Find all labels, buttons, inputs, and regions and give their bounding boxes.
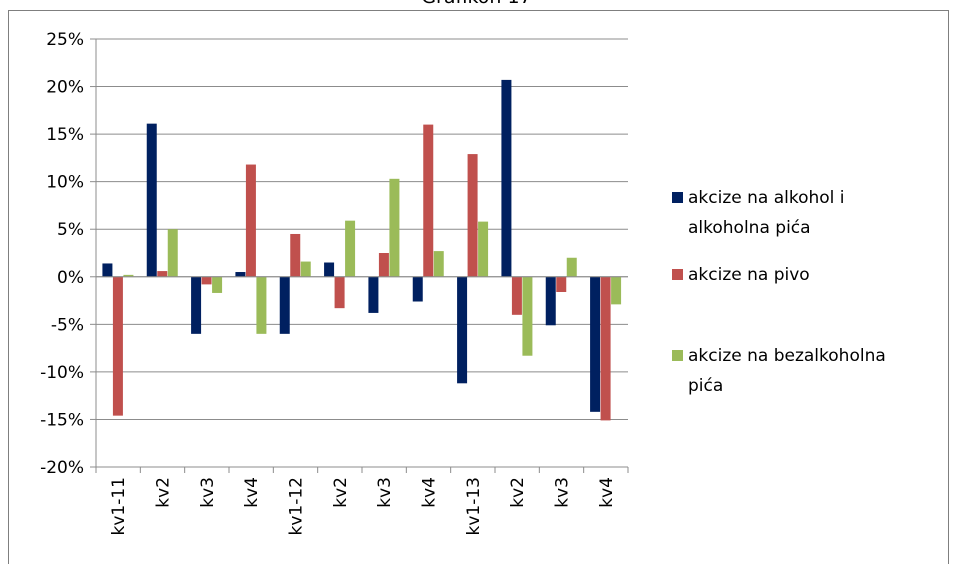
bar — [423, 124, 434, 277]
bar — [191, 276, 202, 334]
bar — [590, 276, 601, 412]
bar — [157, 271, 168, 277]
bar — [378, 253, 389, 277]
bar — [368, 276, 379, 313]
x-tick-label: kv2 — [331, 477, 351, 508]
x-tick-label: kv4 — [242, 477, 262, 508]
bar — [279, 276, 290, 334]
bar — [501, 79, 512, 277]
bar — [556, 276, 567, 292]
legend-item: akcize na pivo — [672, 265, 810, 285]
legend: akcize na alkohol i alkoholna pića akcize … — [672, 188, 886, 396]
chart-title: Grafikon 17 — [0, 0, 953, 8]
bar — [511, 276, 522, 315]
bar — [545, 276, 556, 326]
bar — [245, 164, 256, 277]
bar — [290, 233, 301, 277]
legend-label: akcize na pivo — [688, 265, 810, 285]
bar — [235, 272, 246, 277]
bar — [112, 276, 123, 416]
legend-swatch — [672, 350, 683, 361]
y-tick-label: -10% — [40, 363, 84, 383]
bar — [467, 154, 478, 277]
legend-swatch — [672, 192, 683, 203]
legend-item: akcize na alkohol i alkoholna pića — [672, 188, 845, 238]
bar — [324, 262, 335, 277]
y-tick-label: 25% — [46, 30, 84, 50]
bar — [478, 221, 489, 277]
x-tick-label: kv2 — [508, 477, 528, 508]
bar — [412, 276, 423, 302]
bar — [102, 263, 113, 277]
legend-label: akcize na bezalkoholna pića — [688, 346, 886, 396]
y-tick-label: 0% — [57, 268, 84, 288]
x-tick-label: kv3 — [553, 477, 573, 508]
legend-item: akcize na bezalkoholna pića — [672, 346, 886, 396]
bar — [123, 274, 134, 277]
x-tick-label: kv4 — [597, 477, 617, 508]
x-tick-labels: kv1-11 kv2 kv3 kv4 kv1-12 kv2 kv3 kv4 kv1-13 kv2 k… — [109, 477, 617, 536]
bar — [300, 261, 311, 277]
bar — [345, 220, 356, 277]
y-tick-label: 10% — [46, 173, 84, 193]
axes — [90, 38, 629, 473]
x-tick-label: kv3 — [375, 477, 395, 508]
bar — [600, 276, 611, 421]
bar — [212, 276, 223, 293]
x-tick-label: kv1-11 — [109, 477, 129, 536]
bar — [389, 178, 400, 277]
bar — [256, 276, 267, 334]
bar — [433, 251, 444, 277]
x-tick-label: kv1-13 — [464, 477, 484, 535]
y-tick-label: 20% — [46, 78, 84, 98]
y-tick-label: 15% — [46, 125, 84, 145]
y-tick-labels: -20% -15% -10% -5% 0% 5% 10% 15% 20% 25% — [40, 30, 84, 478]
y-tick-label: -20% — [40, 458, 84, 478]
chart-frame — [8, 10, 949, 564]
y-tick-label: -15% — [40, 410, 84, 430]
bar — [167, 229, 178, 277]
legend-label: akcize na alkohol i alkoholna pića — [688, 188, 845, 238]
y-tick-label: 5% — [57, 220, 84, 240]
legend-swatch — [672, 269, 683, 280]
bar — [457, 276, 468, 384]
x-tick-label: kv2 — [154, 477, 174, 508]
bar — [522, 276, 533, 356]
bar — [334, 276, 345, 309]
bar — [566, 257, 577, 277]
bar — [146, 123, 157, 277]
bar — [201, 276, 212, 285]
x-tick-label: kv4 — [420, 477, 440, 508]
bar — [611, 276, 622, 305]
x-tick-label: kv1-12 — [287, 477, 307, 536]
x-tick-label: kv3 — [198, 477, 218, 508]
bars — [102, 79, 622, 421]
y-tick-label: -5% — [51, 315, 84, 335]
